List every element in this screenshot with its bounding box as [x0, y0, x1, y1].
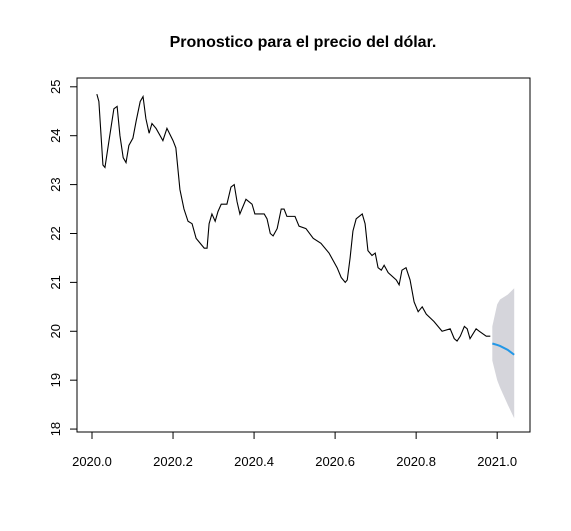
y-tick-label: 18: [48, 422, 63, 436]
x-tick-label: 2020.0: [72, 454, 112, 469]
x-tick-label: 2020.2: [153, 454, 193, 469]
x-tick-label: 2021.0: [477, 454, 517, 469]
y-tick-label: 20: [48, 324, 63, 338]
confidence-band: [492, 288, 515, 419]
y-tick-label: 25: [48, 80, 63, 94]
x-tick-label: 2020.8: [396, 454, 436, 469]
chart-title: Pronostico para el precio del dólar.: [170, 34, 437, 51]
history-line: [96, 93, 491, 342]
x-tick-label: 2020.4: [234, 454, 274, 469]
y-tick-label: 22: [48, 226, 63, 240]
plot-frame: [76, 77, 531, 433]
y-tick-label: 21: [48, 275, 63, 289]
y-tick-label: 19: [48, 373, 63, 387]
forecast-line: [492, 342, 515, 356]
x-tick-label: 2020.6: [315, 454, 355, 469]
y-tick-label: 23: [48, 177, 63, 191]
y-tick-label: 24: [48, 128, 63, 142]
